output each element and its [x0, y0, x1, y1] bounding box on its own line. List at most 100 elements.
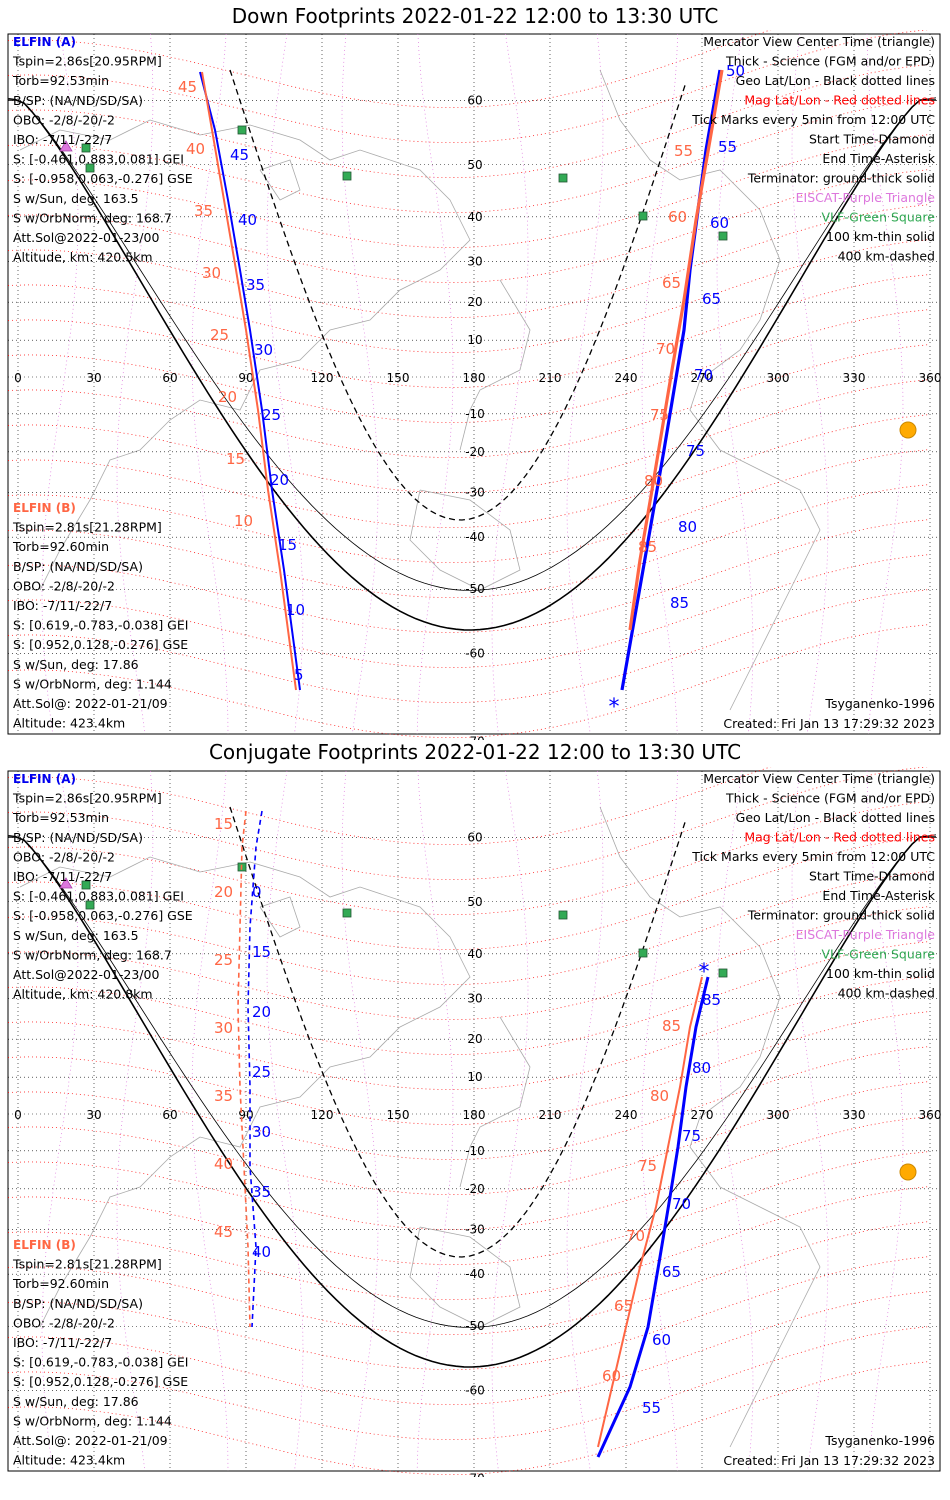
elfin-b-tick-label-east: 80	[644, 472, 663, 490]
lat-label: -30	[465, 1222, 485, 1236]
legend-entry: 400 km-dashed	[838, 249, 935, 264]
lat-label: 50	[467, 895, 482, 909]
vlf-square-marker	[638, 211, 648, 221]
elfin-a-info-line: Tspin=2.86s[20.95RPM]	[12, 791, 162, 806]
elfin-a-tick-label-east: 70	[672, 1195, 691, 1213]
mag-lat-line	[7, 64, 929, 178]
lat-label: -70	[465, 734, 485, 740]
elfin-a-tick-label-west: 15	[278, 536, 297, 554]
mag-lat-line	[7, 519, 929, 633]
elfin-a-info-line: Altitude, km: 420.8km	[13, 987, 153, 1002]
elfin-b-info-line: S: [0.619,-0.783,-0.038] GEI	[13, 1355, 188, 1370]
mag-lat-line	[7, 1081, 929, 1195]
terminator-400km	[229, 69, 687, 521]
lat-label: 30	[467, 255, 482, 269]
elfin-a-info-line: Tspin=2.86s[20.95RPM]	[12, 54, 162, 69]
vlf-square-marker	[558, 910, 568, 920]
coastline	[409, 1226, 521, 1328]
vlf-square-marker	[237, 125, 247, 135]
panel-title-down: Down Footprints 2022-01-22 12:00 to 13:3…	[231, 4, 719, 28]
lon-label: 300	[767, 1108, 790, 1122]
elfin-b-tick-label-west: 25	[210, 326, 229, 344]
elfin-a-info-line: S w/Sun, deg: 163.5	[13, 928, 139, 943]
elfin-b-tick-label-east: 80	[650, 1087, 669, 1105]
lat-label: 60	[467, 93, 482, 107]
model-label: Tsyganenko-1996	[824, 696, 935, 711]
vlf-square-marker	[638, 948, 648, 958]
terminator-100km	[7, 97, 937, 591]
elfin-a-track-west	[199, 71, 301, 691]
vlf-square-marker	[342, 171, 352, 181]
elfin-b-tick-label-west: 35	[214, 1087, 233, 1105]
legend-entry: Mag Lat/Lon - Red dotted lines	[744, 830, 935, 845]
mag-lon-line	[191, 770, 229, 1472]
elfin-a-track-east	[596, 976, 710, 1458]
legend-entry: EISCAT-Purple Triangle	[796, 190, 936, 205]
lon-label: 120	[311, 371, 334, 385]
mag-lon-line	[341, 33, 379, 735]
elfin-a-tick-label-east: 50	[726, 62, 745, 80]
mag-lon-line	[416, 33, 454, 735]
lon-label: 30	[86, 371, 101, 385]
elfin-b-tick-label-west: 40	[214, 1155, 233, 1173]
elfin-b-tick-label-west: 40	[186, 140, 205, 158]
mag-lat-line	[7, 1046, 929, 1160]
coastline	[599, 806, 821, 1448]
elfin-b-info-line: OBO: -2/8/-20/-2	[13, 578, 115, 593]
elfin-b-tick-label-east: 55	[674, 142, 693, 160]
elfin-b-tick-label-east: 65	[614, 1297, 633, 1315]
end-time-asterisk-marker: *	[609, 695, 620, 720]
mag-lon-line	[416, 770, 454, 1472]
elfin-a-info-line: B/SP: (NA/ND/SD/SA)	[13, 830, 143, 845]
elfin-a-info-line: IBO: -7/11/-22/7	[13, 869, 112, 884]
lon-label: 150	[387, 371, 410, 385]
elfin-a-tick-label-west: 25	[262, 406, 281, 424]
mag-lon-line	[641, 770, 679, 1472]
lat-label: -20	[465, 1182, 485, 1196]
lon-label: 240	[615, 1108, 638, 1122]
vlf-square-marker	[81, 880, 91, 890]
coastline	[409, 489, 521, 591]
elfin-a-info-line: S: [-0.461,0.883,0.081] GEI	[13, 889, 184, 904]
lon-label: 360	[919, 1108, 942, 1122]
lat-label: -70	[465, 1471, 485, 1477]
mag-lon-line	[866, 33, 904, 735]
terminator-400km	[229, 806, 687, 1258]
mag-lat-line	[7, 589, 929, 703]
elfin-b-tick-label-east: 60	[668, 208, 687, 226]
terminator-ground	[8, 99, 936, 631]
lon-label: 240	[615, 371, 638, 385]
vlf-square-marker	[718, 968, 728, 978]
vlf-square-marker	[81, 143, 91, 153]
elfin-b-info-line: Tspin=2.81s[21.28RPM]	[12, 520, 162, 535]
legend-entry: 400 km-dashed	[838, 986, 935, 1001]
elfin-a-tick-label-east: 85	[702, 991, 721, 1009]
elfin-b-tick-label-east: 65	[662, 274, 681, 292]
elfin-b-tick-label-east: 70	[626, 1227, 645, 1245]
elfin-a-tick-label-east: 55	[642, 1399, 661, 1417]
lat-label: -20	[465, 445, 485, 459]
elfin-b-info-line: IBO: -7/11/-22/7	[13, 598, 112, 613]
mag-lat-line	[7, 1186, 929, 1300]
elfin-b-track-east	[597, 976, 703, 1448]
eiscat-triangle-marker	[59, 140, 73, 152]
legend-entry: Mag Lat/Lon - Red dotted lines	[744, 93, 935, 108]
sun-icon	[899, 421, 917, 439]
lon-label: 300	[767, 371, 790, 385]
mag-lat-line	[7, 871, 929, 985]
lon-label: 270	[691, 1108, 714, 1122]
elfin-a-info-line: S w/OrbNorm, deg: 168.7	[13, 210, 172, 225]
lon-label: 180	[463, 1108, 486, 1122]
elfin-a-tick-label-east: 75	[686, 442, 705, 460]
vlf-square-marker	[342, 908, 352, 918]
lat-label: 40	[467, 210, 482, 224]
lat-label: 20	[467, 1032, 482, 1046]
lat-label: 20	[467, 295, 482, 309]
elfin-b-info-line: S: [0.952,0.128,-0.276] GSE	[13, 637, 188, 652]
elfin-a-tick-label-west: 5	[294, 666, 304, 684]
mag-lat-line	[7, 836, 929, 950]
terminator-ground	[8, 836, 936, 1368]
elfin-b-tick-label-west: 15	[226, 450, 245, 468]
created-timestamp: Created: Fri Jan 13 17:29:32 2023	[723, 716, 935, 731]
mag-lat-line	[7, 1151, 929, 1265]
